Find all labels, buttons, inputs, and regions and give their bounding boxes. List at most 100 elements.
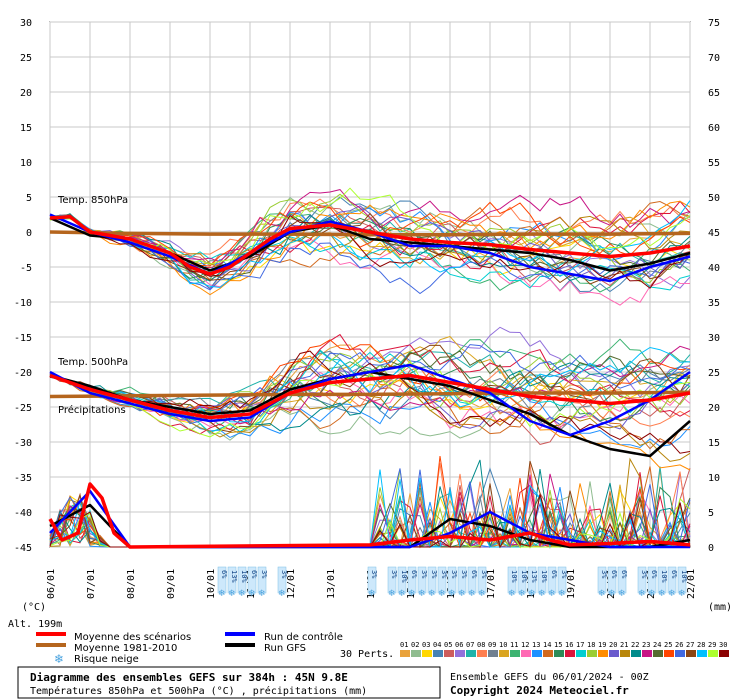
pert-swatch (653, 650, 663, 657)
snowflake-icon: ❄ (54, 652, 64, 666)
pert-t500-line (49, 339, 691, 417)
footer-ensemble: Ensemble GEFS du 06/01/2024 - 00Z (450, 672, 649, 683)
snow-risk-label: 3% (640, 570, 648, 579)
legend-swatch-clim (36, 643, 66, 647)
pert-swatch (576, 650, 586, 657)
snow-risk-label: 6% (550, 570, 558, 579)
footer-subtitle: Températures 850hPa et 500hPa (°C) , pré… (30, 685, 367, 697)
snow-risk-label: 3% (450, 570, 458, 579)
snow-risk-box (657, 566, 667, 594)
y-right-tick-label: 75 (708, 18, 720, 29)
legend-swatch-mean (36, 632, 66, 636)
series-1-t850 (49, 230, 691, 237)
pert-number: 10 (499, 641, 507, 649)
x-tick-label: 08/01 (126, 569, 137, 599)
footer-title-box (17, 666, 441, 699)
x-tick-label: 22/01 (686, 569, 697, 599)
pert-t850-line (49, 213, 691, 295)
y-left-tick-label: 20 (20, 88, 32, 99)
pert-number: 02 (411, 641, 419, 649)
snow-risk-label: 6% (470, 570, 478, 579)
snow-flake-icon: ❄ (428, 589, 436, 599)
snow-risk-box (527, 566, 537, 594)
y-right-tick-label: 40 (708, 263, 720, 274)
y-left-tick-label: -10 (14, 298, 32, 309)
pert-swatch (510, 650, 520, 657)
pert-swatch (565, 650, 575, 657)
footer-title: Diagramme des ensembles GEFS sur 384h : … (30, 671, 348, 684)
snow-flake-icon: ❄ (248, 589, 256, 599)
pert-number: 26 (675, 641, 683, 649)
series-0-precip (48, 482, 691, 549)
pert-number: 25 (664, 641, 672, 649)
y-left-tick-label: -5 (20, 263, 32, 274)
snow-risk-box (507, 566, 517, 594)
pert-swatch (642, 650, 652, 657)
snow-flake-icon: ❄ (438, 589, 446, 599)
pert-number: 29 (708, 641, 716, 649)
pert-swatch (598, 650, 608, 657)
pert-t500-line (49, 350, 691, 454)
snow-risk-label: 3% (390, 570, 398, 579)
snow-risk-label: 3% (280, 570, 288, 579)
pert-swatch (554, 650, 564, 657)
y-left-tick-label: -35 (14, 473, 32, 484)
y-left-unit: (°C) (22, 602, 46, 613)
y-left-tick-label: -30 (14, 438, 32, 449)
pert-number: 16 (565, 641, 573, 649)
snow-risk-box (397, 566, 407, 594)
pert-swatch (488, 650, 498, 657)
pert-number: 12 (521, 641, 529, 649)
snow-risk-label: 3% (260, 570, 268, 579)
snow-risk-label: 6% (250, 570, 258, 579)
pert-t850-line (49, 189, 691, 263)
legend-label-clim: Moyenne 1981-2010 (74, 643, 177, 654)
snow-risk-row: 6%❄13%❄10%❄6%❄3%❄3%❄3%❄3%❄10%❄6%❄3%❄3%❄3… (217, 566, 688, 599)
snow-risk-box (257, 566, 267, 594)
pert-t850-line (49, 201, 691, 267)
snow-flake-icon: ❄ (238, 589, 246, 599)
y-right-tick-label: 10 (708, 473, 720, 484)
pert-swatch (433, 650, 443, 657)
snow-risk-box (617, 566, 627, 594)
pert-t500-line (49, 344, 691, 425)
x-tick-label: 07/01 (86, 569, 97, 599)
series-0-t850 (49, 214, 691, 276)
pert-number: 13 (532, 641, 540, 649)
snow-risk-box (367, 566, 377, 594)
snow-risk-label: 3% (430, 570, 438, 579)
y-left-tick-label: 15 (20, 123, 32, 134)
snow-risk-label: 10% (520, 570, 528, 583)
y-left-tick-label: 5 (26, 193, 32, 204)
x-tick-label: 13/01 (326, 569, 337, 599)
pert-number: 22 (631, 641, 639, 649)
y-left-tick-label: -45 (14, 543, 32, 554)
y-left-tick-label: -20 (14, 368, 32, 379)
alt-label: Alt. 199m (8, 619, 62, 630)
snow-flake-icon: ❄ (468, 589, 476, 599)
y-right-unit: (mm) (708, 602, 732, 613)
perturbation-legend: 01 02 03 04 05 06 07 08 09 10 11 12 13 14 15 16 17 18 19 20… (400, 641, 729, 657)
pert-number: 06 (455, 641, 463, 649)
snow-flake-icon: ❄ (508, 589, 516, 599)
snow-flake-icon: ❄ (258, 589, 266, 599)
snow-risk-box (407, 566, 417, 594)
snow-flake-icon: ❄ (648, 589, 656, 599)
pert-swatch (411, 650, 421, 657)
snow-risk-box (467, 566, 477, 594)
perts-label: 30 Perts. (340, 649, 394, 660)
y-right-tick-label: 50 (708, 193, 720, 204)
pert-number: 30 (719, 641, 727, 649)
snow-risk-label: 6% (620, 570, 628, 579)
snow-flake-icon: ❄ (398, 589, 406, 599)
pert-swatch (664, 650, 674, 657)
snow-flake-icon: ❄ (608, 589, 616, 599)
pert-swatch (477, 650, 487, 657)
snow-risk-box (237, 566, 247, 594)
legend-label-gfs: Run GFS (264, 643, 306, 654)
snow-flake-icon: ❄ (528, 589, 536, 599)
snow-risk-label: 3% (420, 570, 428, 579)
snow-risk-label: 10% (400, 570, 408, 583)
